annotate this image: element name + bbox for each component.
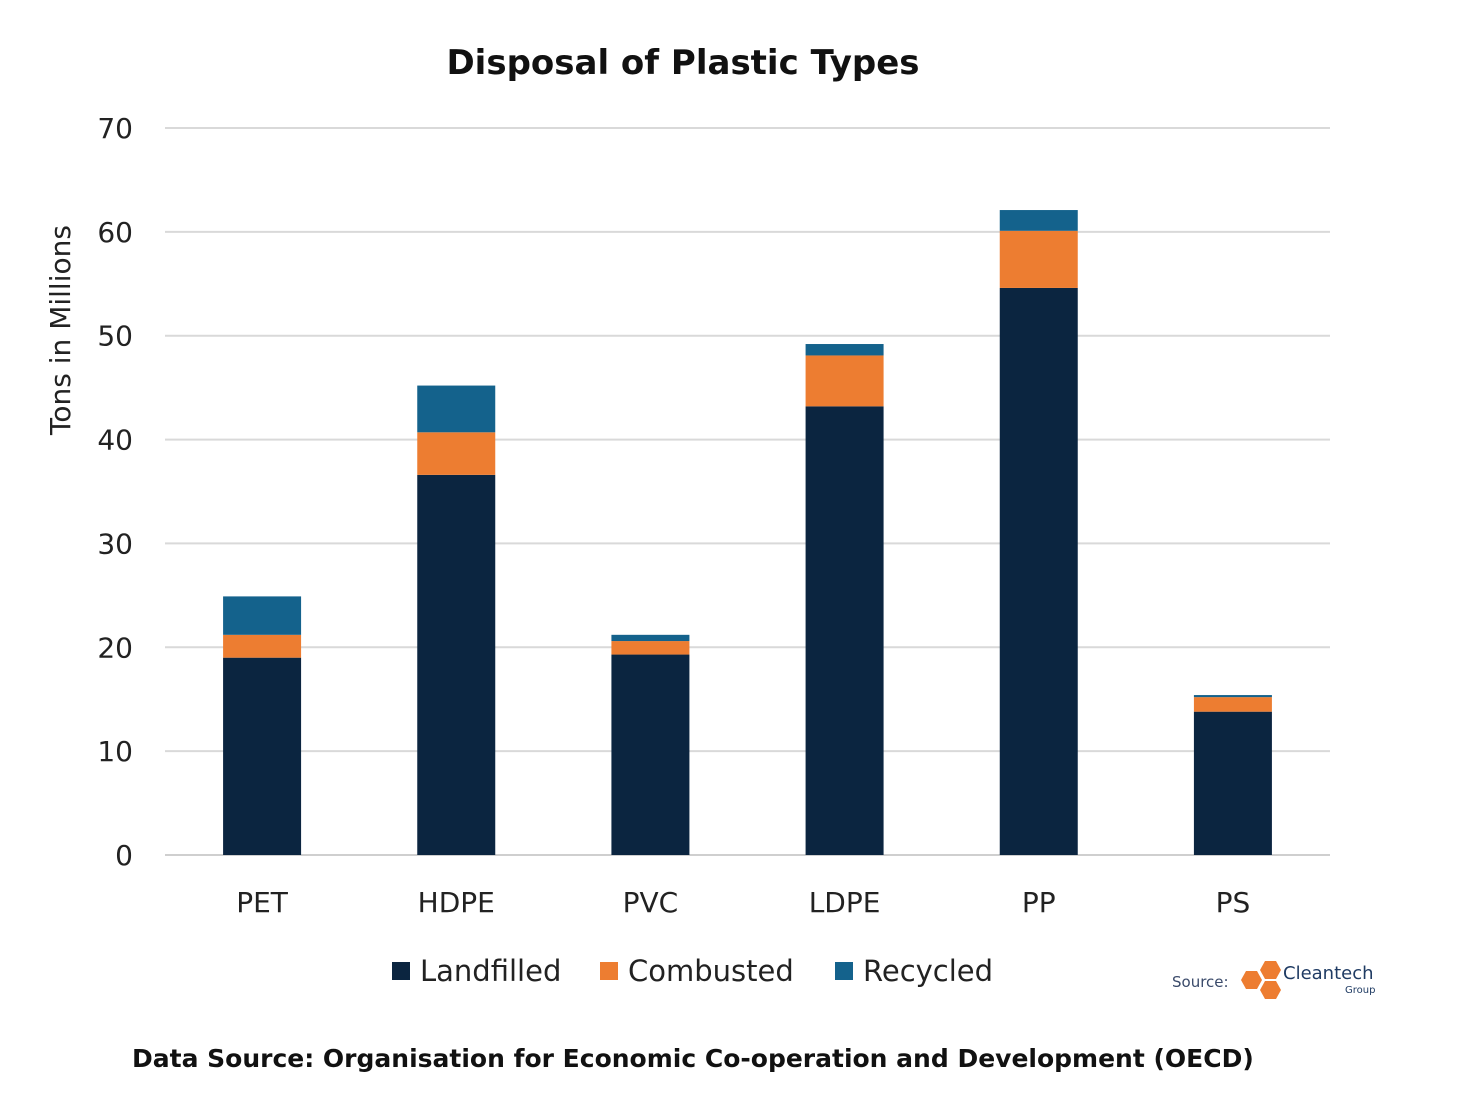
x-tick-label: PET: [236, 886, 289, 919]
bar-ps-recycled: [1193, 695, 1272, 698]
bar-pet-combusted: [223, 634, 302, 658]
source-watermark: Source: Cleantech Group: [1172, 961, 1375, 999]
y-tick-label: 20: [97, 631, 133, 664]
bar-pet-landfilled: [223, 657, 302, 855]
bar-ldpe-combusted: [805, 355, 884, 407]
watermark-source-label: Source:: [1172, 973, 1229, 991]
y-tick-label: 10: [97, 735, 133, 768]
data-source-footer: Data Source: Organisation for Economic C…: [132, 1044, 1254, 1073]
legend: Landfilled Combusted Recycled: [392, 954, 993, 988]
x-tick-label: LDPE: [809, 886, 881, 919]
bar-ldpe-recycled: [805, 344, 884, 356]
x-tick-label: PS: [1216, 886, 1251, 919]
bar-hdpe-combusted: [417, 432, 496, 475]
bar-ps-landfilled: [1193, 711, 1272, 855]
cleantech-logo: Cleantech Group: [1241, 961, 1375, 999]
legend-swatch-combusted: [600, 962, 618, 980]
legend-swatch-recycled: [835, 962, 853, 980]
watermark-brand-name: Cleantech: [1283, 963, 1374, 984]
y-tick-label: 40: [97, 424, 133, 457]
y-tick-label: 60: [97, 216, 133, 249]
x-tick-label: HDPE: [418, 886, 495, 919]
chart-title: Disposal of Plastic Types: [446, 43, 919, 83]
bar-pvc-landfilled: [611, 654, 690, 855]
y-tick-label: 50: [97, 320, 133, 353]
x-tick-label: PP: [1022, 886, 1056, 919]
bar-pp-landfilled: [999, 287, 1078, 855]
legend-label-recycled: Recycled: [863, 954, 993, 988]
x-axis-ticks: PET HDPE PVC LDPE PP PS: [236, 886, 1250, 919]
y-tick-label: 70: [97, 112, 133, 145]
legend-swatch-landfilled: [392, 962, 410, 980]
x-tick-label: PVC: [623, 886, 679, 919]
bar-pvc-combusted: [611, 641, 690, 655]
bar-ldpe-landfilled: [805, 406, 884, 855]
bar-pp-combusted: [999, 230, 1078, 288]
legend-label-combusted: Combusted: [628, 954, 794, 988]
gridlines: [165, 127, 1330, 856]
watermark-brand-sub: Group: [1345, 985, 1375, 996]
bar-ps-combusted: [1193, 697, 1272, 712]
logo-hex-2: [1260, 961, 1281, 979]
y-axis-title: Tons in Millions: [44, 225, 77, 436]
legend-label-landfilled: Landfilled: [420, 954, 561, 988]
bar-pvc-recycled: [611, 634, 690, 642]
bar-hdpe-recycled: [417, 385, 496, 433]
bar-pp-recycled: [999, 210, 1078, 231]
y-tick-label: 30: [97, 527, 133, 560]
logo-hex-3: [1260, 981, 1281, 999]
y-tick-label: 0: [115, 839, 133, 872]
bars: [223, 210, 1272, 855]
logo-hex-1: [1241, 971, 1262, 989]
y-axis-ticks: 0 10 20 30 40 50 60 70: [97, 112, 133, 872]
bar-pet-recycled: [223, 596, 302, 635]
bar-hdpe-landfilled: [417, 474, 496, 855]
